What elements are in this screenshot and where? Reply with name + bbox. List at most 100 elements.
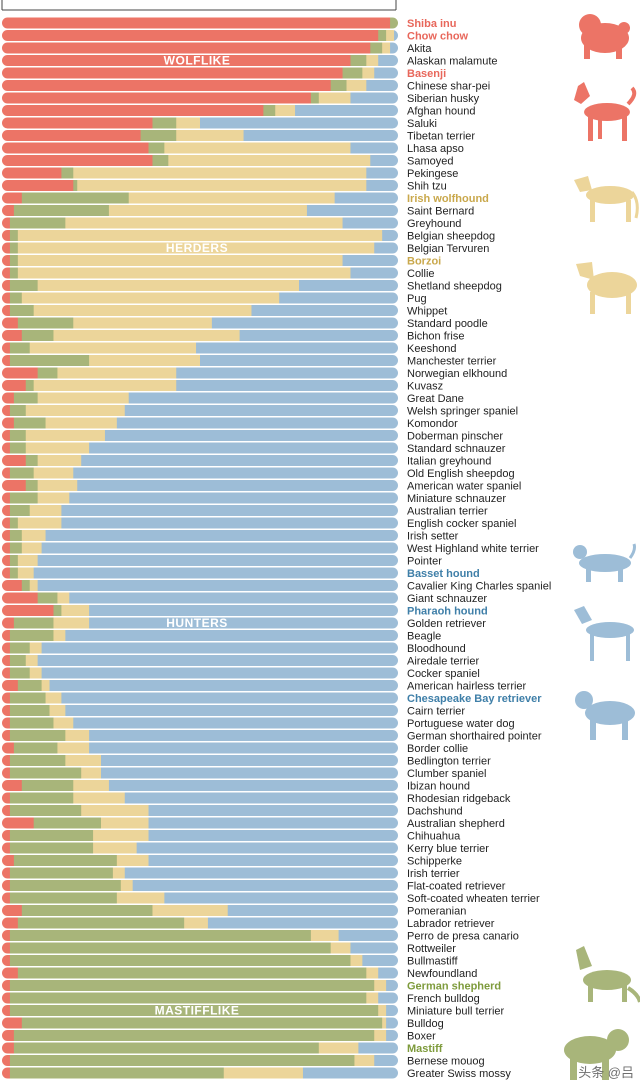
breed-label: Standard schnauzer xyxy=(407,443,506,455)
bar-segment-herders xyxy=(53,617,90,629)
bar-segment-herders xyxy=(17,555,39,566)
breed-label: Chihuahua xyxy=(407,831,461,843)
bar-row xyxy=(2,80,398,91)
bar-segment-hunters xyxy=(89,730,398,741)
bar-segment-herders xyxy=(101,817,149,829)
breed-label: Bichon frise xyxy=(407,331,464,343)
bar-segment-hunters xyxy=(176,380,398,391)
bar-segment-mastifflike xyxy=(9,992,367,1004)
bar-segment-wolflike xyxy=(2,280,11,291)
bar-segment-hunters xyxy=(148,805,398,816)
bar-row xyxy=(2,942,398,954)
bar-row xyxy=(2,567,398,579)
bar-row xyxy=(2,42,398,54)
bar-segment-mastifflike xyxy=(17,680,42,691)
bar-row xyxy=(2,1055,398,1066)
bar-segment-hunters xyxy=(366,180,398,191)
bar-row xyxy=(2,642,398,654)
breed-label: Shiba inu xyxy=(407,18,457,30)
bar-segment-herders xyxy=(25,442,90,454)
bar-segment-wolflike xyxy=(2,942,11,954)
breed-label: Pharaoh hound xyxy=(407,606,488,618)
breed-label: Doberman pinscher xyxy=(407,431,503,443)
bar-segment-hunters xyxy=(101,755,398,766)
breed-label: German shorthaired pointer xyxy=(407,731,542,743)
bar-segment-hunters xyxy=(89,442,398,454)
bar-segment-wolflike xyxy=(2,755,11,766)
bar-segment-mastifflike xyxy=(310,92,320,104)
bar-segment-mastifflike xyxy=(9,830,94,841)
bar-segment-wolflike xyxy=(2,467,11,479)
bar-segment-mastifflike xyxy=(9,717,54,729)
bar-row xyxy=(2,242,398,254)
bar-segment-wolflike xyxy=(2,555,11,566)
bar-segment-herders xyxy=(57,742,90,754)
bar-segment-mastifflike xyxy=(152,155,169,166)
bar-row xyxy=(2,292,398,304)
breed-label: Irish setter xyxy=(407,531,459,543)
bar-segment-mastifflike xyxy=(53,605,62,616)
bar-row xyxy=(2,130,398,141)
bar-segment-wolflike xyxy=(2,842,11,854)
bar-segment-wolflike xyxy=(2,130,141,141)
bar-segment-mastifflike xyxy=(9,355,90,366)
bar-segment-mastifflike xyxy=(9,555,19,566)
bar-segment-hunters xyxy=(366,167,398,179)
breed-label: Ibizan hound xyxy=(407,781,470,793)
bar-segment-herders xyxy=(128,192,336,204)
bar-segment-mastifflike xyxy=(21,580,31,591)
bar-row xyxy=(2,417,398,429)
bar-segment-wolflike xyxy=(2,317,19,329)
bar-segment-hunters xyxy=(41,542,398,554)
bar-row xyxy=(2,492,398,504)
bar-segment-herders xyxy=(366,967,379,979)
breed-label: Airedale terrier xyxy=(407,656,479,668)
bar-segment-hunters xyxy=(227,905,398,916)
bar-segment-wolflike xyxy=(2,655,11,666)
bar-row xyxy=(2,955,398,966)
bar-row xyxy=(2,317,398,329)
bar-segment-wolflike xyxy=(2,780,23,791)
bar-row xyxy=(2,267,398,279)
bar-segment-mastifflike xyxy=(378,30,387,41)
bar-row xyxy=(2,930,398,941)
bar-row xyxy=(2,855,398,866)
bar-row xyxy=(2,992,398,1004)
breed-label: Bloodhound xyxy=(407,643,466,655)
breed-label: Irish terrier xyxy=(407,868,460,880)
bar-segment-mastifflike xyxy=(9,292,23,304)
bar-segment-wolflike xyxy=(2,17,391,29)
bar-row xyxy=(2,355,398,366)
bar-segment-mastifflike xyxy=(13,742,58,754)
bar-segment-wolflike xyxy=(2,955,11,966)
bar-segment-wolflike xyxy=(2,992,11,1004)
breed-label: Kuvasz xyxy=(407,381,443,393)
bar-segment-hunters xyxy=(207,917,398,929)
bar-segment-wolflike xyxy=(2,742,15,754)
bar-segment-wolflike xyxy=(2,705,11,716)
bar-segment-mastifflike xyxy=(33,817,102,829)
breed-label: Kerry blue terrier xyxy=(407,843,489,855)
bar-segment-herders xyxy=(89,355,201,366)
bar-segment-wolflike xyxy=(2,305,11,316)
bar-segment-mastifflike xyxy=(21,780,74,791)
bar-segment-herders xyxy=(116,892,165,904)
breed-label: Bedlington terrier xyxy=(407,756,491,768)
bar-segment-herders xyxy=(120,880,134,891)
bar-segment-mastifflike xyxy=(148,142,165,154)
bar-segment-mastifflike xyxy=(9,467,35,479)
bar-segment-herders xyxy=(25,655,39,666)
bar-segment-hunters xyxy=(41,642,398,654)
bar-row xyxy=(2,755,398,766)
breed-label: Beagle xyxy=(407,631,441,643)
bar-segment-mastifflike xyxy=(390,17,398,29)
bar-segment-herders xyxy=(37,480,78,491)
bar-segment-wolflike xyxy=(2,105,264,116)
bar-segment-mastifflike xyxy=(9,730,66,741)
bar-segment-wolflike xyxy=(2,930,11,941)
bar-segment-herders xyxy=(176,130,244,141)
breed-label: Shih tzu xyxy=(407,181,447,193)
breed-label: Norwegian elkhound xyxy=(407,368,507,380)
bar-segment-mastifflike xyxy=(13,205,110,216)
bar-segment-hunters xyxy=(362,955,398,966)
